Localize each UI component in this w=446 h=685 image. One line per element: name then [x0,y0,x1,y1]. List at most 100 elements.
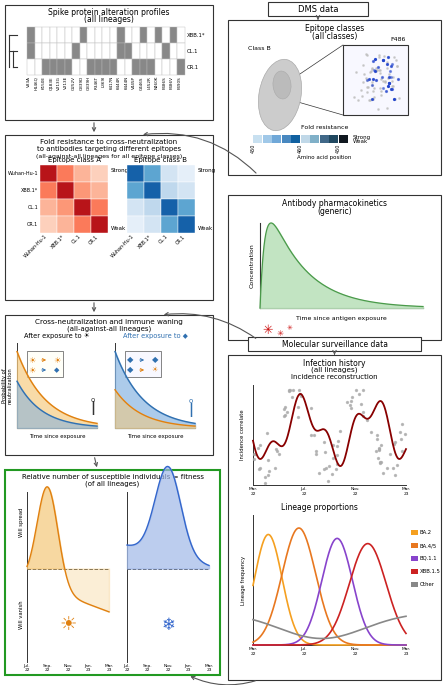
Bar [50,43,57,59]
Text: ☀: ☀ [28,356,36,364]
Bar [125,43,132,59]
Bar [268,2,368,16]
Bar [57,165,74,182]
Text: Lineage frequency: Lineage frequency [240,556,245,605]
Bar [5,135,213,300]
Ellipse shape [273,71,291,99]
Bar [140,27,147,43]
Bar [57,43,65,59]
Text: ◆: ◆ [54,367,60,373]
Bar [127,165,144,182]
Bar [110,43,117,59]
Bar [40,216,57,233]
Text: Probability of
neutralization: Probability of neutralization [2,367,12,404]
Bar [144,182,161,199]
Bar [162,59,170,75]
Text: XBB.1*: XBB.1* [137,234,153,250]
Text: Mar.
23: Mar. 23 [204,664,214,672]
Text: Will spread: Will spread [19,508,24,537]
Text: Will vanish: Will vanish [19,600,24,629]
Text: Strong: Strong [198,168,216,173]
Text: Weak: Weak [111,225,126,230]
Text: G446S: G446S [140,76,144,90]
Bar [125,351,161,377]
Text: V83A: V83A [27,76,31,87]
Text: DMS data: DMS data [298,5,338,14]
Text: 450: 450 [336,144,341,153]
Bar [42,59,50,75]
Text: ☀: ☀ [28,366,36,375]
Bar [155,59,162,75]
Bar [74,182,91,199]
Bar [40,182,57,199]
Text: Jul.
22: Jul. 22 [124,664,130,672]
Text: ✳: ✳ [263,323,273,336]
Text: BA.2: BA.2 [420,530,432,535]
Bar [65,27,72,43]
Text: Antibody pharmacokinetics: Antibody pharmacokinetics [282,199,387,208]
Text: Incidence correlate: Incidence correlate [240,410,245,460]
Bar [117,43,125,59]
Text: Spike protein alteration profiles: Spike protein alteration profiles [48,8,170,16]
Text: 450: 450 [251,144,256,153]
Text: Fold resistance to cross-neutralization: Fold resistance to cross-neutralization [41,139,178,145]
Bar [72,43,80,59]
Text: CL.1: CL.1 [158,234,169,245]
Text: CL.1: CL.1 [71,234,83,245]
Bar [91,199,108,216]
Text: K417N: K417N [110,76,114,89]
Bar [91,182,108,199]
Bar [178,43,185,59]
Bar [27,27,34,43]
Text: |: | [189,403,194,417]
Bar [102,27,110,43]
Text: F486V: F486V [170,76,173,89]
Text: L452R: L452R [147,76,151,89]
Text: Nov.
22: Nov. 22 [350,487,360,496]
Text: (all classes): (all classes) [312,32,357,40]
Text: Epitope classes: Epitope classes [305,23,364,32]
Text: K150E: K150E [42,76,46,89]
Text: V213E: V213E [64,76,68,89]
Text: Epitope class B: Epitope class B [135,157,187,163]
Text: o: o [189,398,193,404]
Text: Cross-neutralization and immune waning: Cross-neutralization and immune waning [35,319,183,325]
Text: After exposure to ☀: After exposure to ☀ [24,333,90,339]
Bar [411,582,418,587]
Bar [411,530,418,535]
Text: BQ.1.1: BQ.1.1 [420,556,438,561]
Text: Fold resistance: Fold resistance [301,125,348,129]
Text: Mar.
22: Mar. 22 [248,647,257,656]
Bar [170,59,178,75]
Text: G339D: G339D [79,76,83,90]
Bar [178,59,185,75]
Text: ◆: ◆ [127,366,133,375]
Bar [263,135,272,143]
Bar [272,135,281,143]
Bar [132,27,140,43]
Text: Time since exposure: Time since exposure [29,434,85,439]
Bar [91,216,108,233]
Bar [57,199,74,216]
Bar [80,27,87,43]
Text: Time since exposure: Time since exposure [127,434,183,439]
Bar [161,216,178,233]
Text: ◆: ◆ [127,356,133,364]
Bar [74,216,91,233]
Text: Epitope class A: Epitope class A [48,157,100,163]
Bar [170,43,178,59]
Bar [57,216,74,233]
Text: G339H: G339H [87,76,91,90]
Bar [34,43,42,59]
Bar [277,80,291,100]
Text: CR.1: CR.1 [175,234,186,245]
Bar [40,199,57,216]
Text: Weak: Weak [198,225,213,230]
Text: Jul.
22: Jul. 22 [301,487,307,496]
Text: ✳: ✳ [277,329,284,338]
Text: XBB.1*: XBB.1* [187,32,206,38]
Bar [102,59,110,75]
Bar [281,135,290,143]
Bar [228,20,441,175]
Bar [178,27,185,43]
